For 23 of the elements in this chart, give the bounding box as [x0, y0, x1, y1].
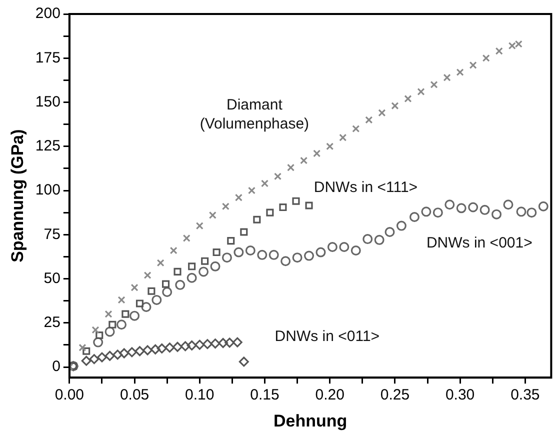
y-tick-label: 125 — [35, 138, 60, 155]
y-tick-label: 0 — [52, 358, 60, 376]
x-tick-label: 0.15 — [250, 386, 280, 404]
y-tick-label: 150 — [35, 93, 60, 110]
series-label: DNWs in <111> — [314, 178, 418, 196]
series-label: Diamant (Volumenphase) — [200, 96, 310, 132]
x-tick-label: 0.30 — [445, 386, 475, 404]
x-tick-label: 0.10 — [185, 386, 214, 404]
x-tick-label: 0.00 — [54, 386, 84, 404]
y-tick-label: 175 — [35, 49, 60, 66]
x-tick-label: 0.25 — [380, 386, 410, 404]
x-tick-label: 0.20 — [315, 386, 344, 404]
x-tick-label: 0.35 — [510, 386, 540, 404]
x-axis-title: Dehnung — [273, 411, 348, 430]
series-label: DNWs in <001> — [426, 234, 533, 252]
y-tick-label: 100 — [35, 182, 60, 199]
y-tick-label: 200 — [35, 5, 60, 22]
y-axis-title: Spannung (GPa) — [8, 129, 27, 262]
y-tick-label: 75 — [44, 226, 60, 243]
y-tick-label: 50 — [44, 270, 60, 287]
text: DNWs in <011> — [274, 328, 380, 346]
x-tick-label: 0.05 — [120, 386, 150, 404]
y-tick-label: 25 — [44, 314, 60, 332]
